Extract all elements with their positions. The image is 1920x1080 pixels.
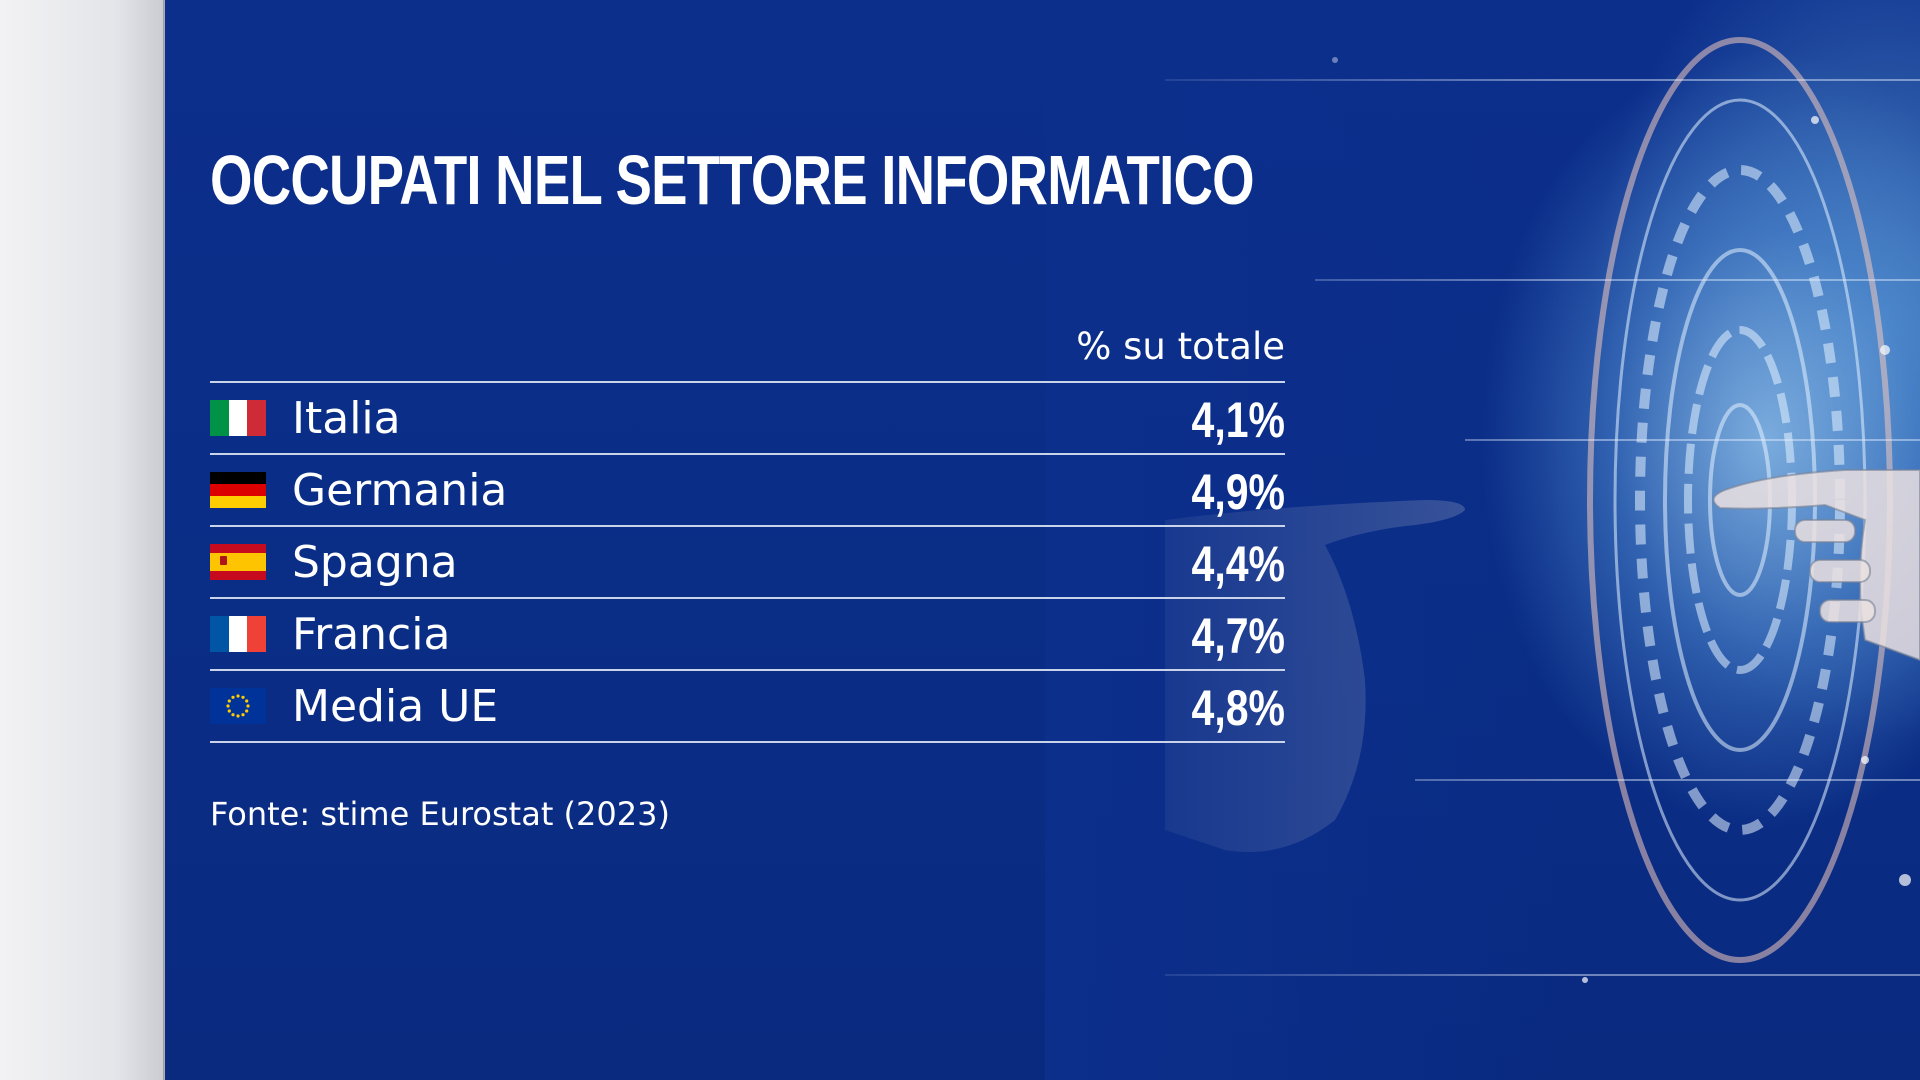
left-margin-strip <box>0 0 165 1080</box>
italy-flag-icon <box>210 400 266 436</box>
table-row: Francia 4,7% <box>210 599 1285 671</box>
data-table: Italia 4,1% Germania 4,9% <box>210 381 1285 743</box>
germany-flag-icon <box>210 472 266 508</box>
sparkle <box>1899 874 1911 886</box>
country-label: Francia <box>292 609 451 660</box>
country-label: Germania <box>292 465 508 516</box>
table-row: Media UE 4,8% <box>210 671 1285 743</box>
france-flag-icon <box>210 616 266 652</box>
country-label: Italia <box>292 393 401 444</box>
value-label: 4,8% <box>1191 680 1285 736</box>
sparkle <box>1582 977 1588 983</box>
value-label: 4,9% <box>1191 464 1285 520</box>
robot-hand <box>1712 469 1920 662</box>
value-label: 4,1% <box>1191 392 1285 448</box>
sparkle <box>1880 345 1890 355</box>
value-label: 4,7% <box>1191 608 1285 664</box>
spain-flag-icon <box>210 544 266 580</box>
value-label: 4,4% <box>1191 536 1285 592</box>
chart-title: OCCUPATI NEL SETTORE INFORMATICO <box>210 141 1255 219</box>
background-fade <box>1045 0 1565 1080</box>
country-label: Media UE <box>292 681 499 732</box>
eu-flag-icon <box>210 688 266 724</box>
table-row: Italia 4,1% <box>210 383 1285 455</box>
country-label: Spagna <box>292 537 458 588</box>
column-header: % su totale <box>1076 325 1285 368</box>
table-row: Germania 4,9% <box>210 455 1285 527</box>
sparkle <box>1811 116 1819 124</box>
table-row: Spagna 4,4% <box>210 527 1285 599</box>
infographic-panel: OCCUPATI NEL SETTORE INFORMATICO % su to… <box>165 0 1920 1080</box>
sparkle <box>1861 756 1869 764</box>
source-note: Fonte: stime Eurostat (2023) <box>210 795 670 833</box>
